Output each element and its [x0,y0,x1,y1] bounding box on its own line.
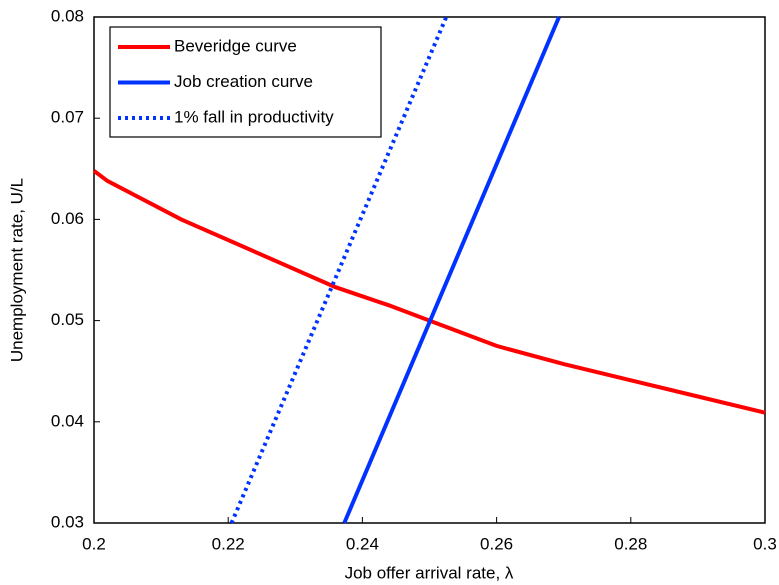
series-line [229,16,449,524]
plot-frame [93,16,766,524]
x-axis-title: Job offer arrival rate, λ [345,563,514,582]
legend-label: 1% fall in productivity [174,107,334,126]
x-tick-label: 0.22 [212,534,245,553]
y-tick-label: 0.05 [51,310,84,329]
series-line [92,169,766,415]
y-tick-label: 0.08 [51,6,84,25]
legend-label: Beveridge curve [174,36,297,55]
x-tick-label: 0.26 [480,534,513,553]
y-tick-label: 0.03 [51,512,84,531]
legend-label: Job creation curve [174,72,313,91]
y-tick-label: 0.06 [51,209,84,228]
x-tick-label: 0.3 [753,534,777,553]
x-tick-label: 0.2 [82,534,106,553]
series-line [342,16,561,524]
x-tick-label: 0.28 [614,534,647,553]
y-tick-label: 0.04 [51,411,84,430]
legend: Beveridge curve Job creation curve 1% fall… [109,26,382,138]
x-tick-label: 0.24 [346,534,379,553]
y-tick-label: 0.07 [51,108,84,127]
y-axis-title: Unemployment rate, U/L [7,178,26,362]
